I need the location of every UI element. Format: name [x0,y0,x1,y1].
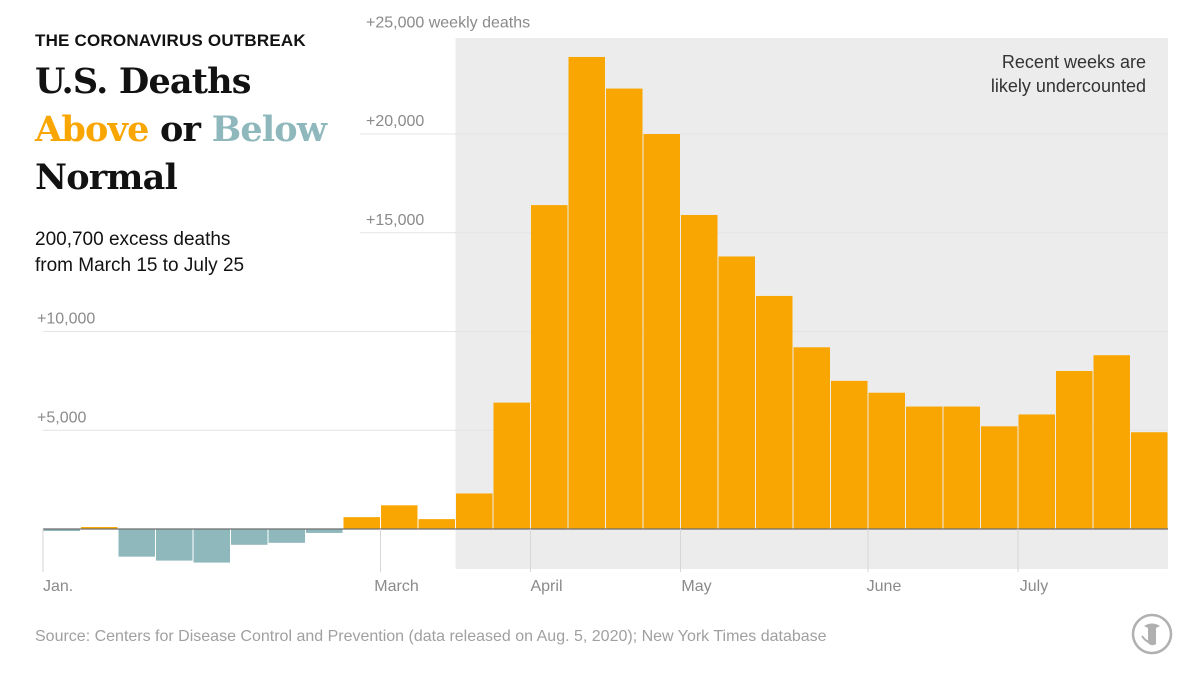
x-tick-label-0: Jan. [43,578,73,595]
bar-week-15 [606,88,643,529]
bar-week-4 [193,529,230,563]
bar-week-20 [793,347,830,529]
bar-week-26 [1018,414,1055,529]
bar-week-22 [868,392,905,529]
bar-week-0 [43,529,80,531]
x-tick-label-3: May [681,578,711,595]
annotation-line1: Recent weeks are [1002,52,1146,72]
bar-week-12 [493,402,530,529]
y-tick-label-0: +25,000 weekly deaths [366,14,530,31]
bar-week-5 [231,529,268,545]
axes: Jan. March April May June July Recent weeks ar… [42,52,1168,595]
bar-week-13 [531,205,568,529]
bar-week-19 [756,295,793,529]
bar-week-21 [831,380,868,529]
headline-below: Below [211,109,327,150]
headline-or: or [159,109,201,150]
bar-week-16 [643,134,680,529]
bar-week-8 [343,517,380,529]
y-tick-label-1: +20,000 [366,113,424,130]
subtitle-line2: from March 15 to July 25 [35,255,245,276]
bar-week-9 [381,505,418,529]
bar-week-23 [906,406,943,529]
nyt-logo-icon [1131,613,1173,655]
headline-line2: Above or Below [35,106,355,154]
headline-line3: Normal [35,157,178,198]
bar-week-28 [1093,355,1130,529]
y-tick-label-3: +10,000 [37,311,95,328]
headline-above: Above [35,109,149,150]
bar-week-6 [268,529,305,543]
y-tick-label-4: +5,000 [37,409,86,426]
bar-week-2 [118,529,155,557]
subtitle: 200,700 excess deaths from March 15 to J… [35,227,244,279]
kicker: THE CORONAVIRUS OUTBREAK [35,31,306,50]
bar-week-14 [568,56,605,529]
bar-week-24 [943,406,980,529]
headline-line1: U.S. Deaths [35,61,252,102]
annotation-line2: likely undercounted [991,76,1146,96]
bar-week-1 [81,527,118,529]
x-tick-label-1: March [374,578,418,595]
bar-week-29 [1131,432,1168,529]
bar-week-10 [418,519,455,529]
bar-week-27 [1056,371,1093,529]
x-tick-label-4: June [867,578,902,595]
bar-week-7 [306,529,343,533]
gridlines: +25,000 weekly deaths +20,000 +15,000 +10,0… [37,14,1168,431]
bar-week-3 [156,529,193,561]
bar-week-18 [718,256,755,529]
subtitle-line1: 200,700 excess deaths [35,229,231,250]
y-tick-label-2: +15,000 [366,212,424,229]
x-tick-label-2: April [530,578,562,595]
bar-week-17 [681,214,718,529]
headline: U.S. Deaths Above or Below Normal [35,58,355,202]
bar-week-11 [456,493,493,529]
bars [43,56,1168,563]
x-tick-label-5: July [1020,578,1048,595]
source-note: Source: Centers for Disease Control and … [35,628,827,645]
bar-week-25 [981,426,1018,529]
